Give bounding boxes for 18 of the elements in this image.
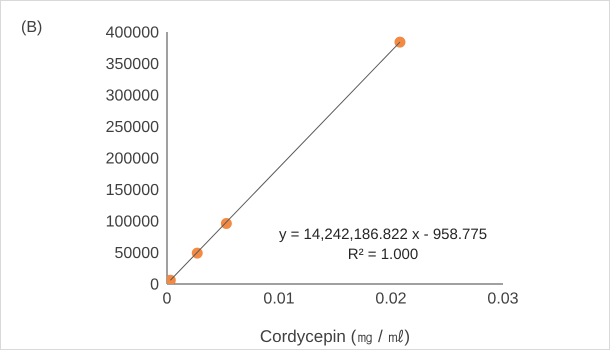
y-tick-label: 350000 (106, 56, 160, 74)
y-tick-label: 400000 (106, 24, 160, 42)
x-tick-label: 0 (162, 290, 172, 308)
y-tick-label: 0 (150, 276, 160, 294)
y-tick-label: 200000 (106, 150, 160, 168)
text: (B) (21, 19, 42, 37)
y-tick-label: 250000 (106, 119, 160, 136)
y-tick-label: 50000 (114, 245, 160, 262)
x-tick-label: 0.02 (375, 290, 407, 308)
x-tick-label: 0.03 (487, 290, 519, 308)
x-tick-label: 0.01 (263, 290, 295, 308)
x-axis-title: Cordycepin (㎎ / ㎖) (260, 327, 410, 346)
annotation: y = 14,242,186.822 x - 958.775 (278, 225, 488, 245)
y-tick-label: 300000 (106, 88, 160, 105)
point (394, 36, 406, 48)
annotation: R² = 1.000 (346, 245, 420, 265)
y-tick-label: 150000 (106, 182, 160, 200)
y-tick-label: 100000 (106, 214, 160, 231)
